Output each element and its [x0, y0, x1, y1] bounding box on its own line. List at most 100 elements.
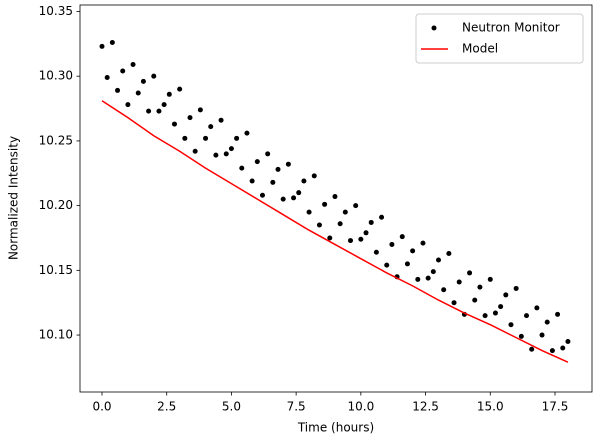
legend-marker: [431, 25, 437, 31]
data-point: [373, 249, 379, 255]
data-point: [539, 332, 545, 338]
data-point: [467, 270, 473, 276]
data-point: [192, 148, 198, 154]
data-point: [187, 115, 193, 121]
data-point: [203, 135, 209, 141]
data-point: [120, 68, 126, 74]
data-point: [156, 108, 162, 114]
data-point: [389, 241, 395, 247]
data-point: [151, 73, 157, 79]
data-point: [384, 262, 390, 268]
data-point: [166, 91, 172, 97]
data-point: [291, 195, 297, 201]
data-point: [379, 214, 385, 220]
data-point: [182, 135, 188, 141]
data-point: [363, 230, 369, 236]
data-point: [140, 78, 146, 84]
data-point: [487, 276, 493, 282]
data-point: [518, 333, 524, 339]
x-tick-label: 15.0: [477, 400, 504, 414]
data-point: [125, 102, 131, 108]
data-point: [135, 90, 141, 96]
x-tick-label: 0.0: [92, 400, 111, 414]
data-point: [399, 234, 405, 240]
data-point: [311, 173, 317, 179]
data-point: [347, 238, 353, 244]
data-point: [275, 166, 281, 172]
data-point: [301, 178, 307, 184]
legend-box: [415, 13, 584, 64]
data-point: [482, 313, 488, 319]
data-point: [456, 279, 462, 285]
data-point: [503, 292, 509, 298]
y-tick-label: 10.35: [39, 4, 73, 18]
data-point: [270, 179, 276, 185]
data-point: [441, 287, 447, 293]
data-point: [327, 235, 333, 241]
data-point: [249, 178, 255, 184]
data-point: [223, 151, 229, 157]
data-point: [451, 300, 457, 306]
data-point: [508, 322, 514, 328]
data-point: [104, 74, 110, 80]
data-point: [218, 117, 224, 123]
y-tick-label: 10.30: [39, 69, 73, 83]
x-tick-label: 5.0: [222, 400, 241, 414]
data-point: [404, 261, 410, 267]
data-point: [296, 190, 302, 196]
legend-label: Neutron Monitor: [462, 21, 560, 35]
data-point: [285, 161, 291, 167]
model-line: [101, 100, 569, 363]
y-tick-label: 10.15: [39, 263, 73, 277]
data-point: [280, 196, 286, 202]
data-point: [322, 201, 328, 207]
data-point: [115, 87, 121, 93]
data-point: [332, 194, 338, 200]
x-axis-label: Time (hours): [297, 421, 374, 435]
data-point: [234, 135, 240, 141]
data-point: [254, 159, 260, 165]
x-tick-label: 12.5: [412, 400, 439, 414]
data-point: [420, 240, 426, 246]
data-point: [560, 345, 566, 351]
data-point: [524, 313, 530, 319]
data-point: [529, 346, 535, 352]
data-point: [498, 304, 504, 310]
data-point: [146, 108, 152, 114]
data-point: [430, 269, 436, 275]
data-point: [244, 130, 250, 136]
y-axis-label: Normalized Intensity: [7, 136, 21, 260]
data-point: [472, 297, 478, 303]
data-point: [410, 248, 416, 254]
data-point: [513, 285, 519, 291]
x-tick-label: 17.5: [542, 400, 569, 414]
x-tick-label: 7.5: [287, 400, 306, 414]
y-tick-label: 10.25: [39, 133, 73, 147]
data-point: [316, 222, 322, 228]
legend-label: Model: [462, 42, 498, 56]
data-point: [265, 151, 271, 157]
data-point: [477, 284, 483, 290]
x-tick-label: 2.5: [157, 400, 176, 414]
data-point: [549, 348, 555, 354]
data-point: [425, 275, 431, 281]
data-point: [358, 236, 364, 242]
data-point: [197, 107, 203, 113]
data-point: [109, 40, 115, 46]
y-tick-label: 10.10: [39, 328, 73, 342]
data-point: [161, 102, 167, 108]
data-point: [228, 146, 234, 152]
data-point: [353, 203, 359, 209]
data-point: [436, 257, 442, 263]
data-point: [239, 165, 245, 171]
data-point: [259, 192, 265, 198]
data-point: [306, 209, 312, 215]
data-point: [492, 310, 498, 316]
data-point: [177, 86, 183, 92]
data-point: [565, 339, 571, 345]
y-tick-label: 10.20: [39, 198, 73, 212]
data-point: [446, 251, 452, 257]
plot-frame: [79, 4, 593, 393]
